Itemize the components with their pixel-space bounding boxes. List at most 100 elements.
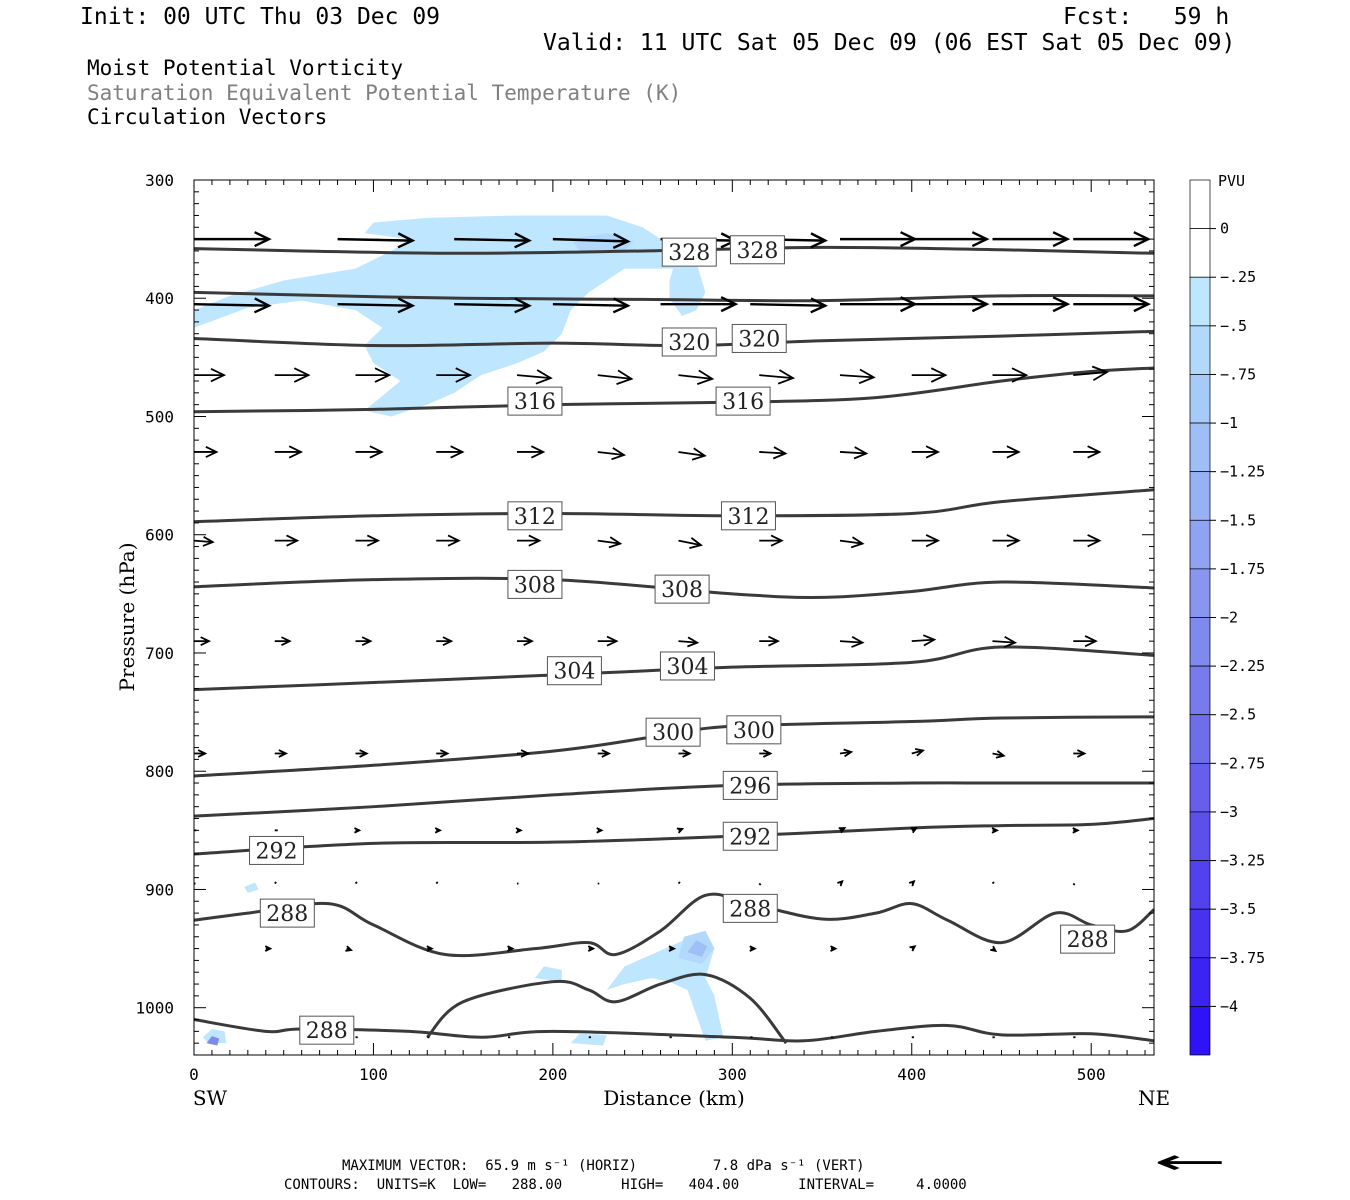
vector-head (908, 879, 916, 887)
vector-shaft (597, 374, 632, 380)
vector-head (587, 945, 596, 952)
vector-head (749, 945, 757, 952)
vector-shaft (597, 539, 621, 545)
colorbar-swatch (1189, 471, 1211, 521)
vector-shaft (839, 539, 863, 545)
contour-label: 316 (514, 390, 556, 415)
vector-shaft (552, 302, 628, 307)
colorbar-label: −1.75 (1220, 560, 1265, 578)
contour-label-box (654, 574, 710, 604)
vector-head (925, 534, 941, 548)
colorbar-swatch (1189, 519, 1211, 570)
colorbar-swatch (1189, 228, 1211, 278)
vector-shaft (435, 881, 439, 885)
x-axis-label: Distance (km) (603, 1086, 745, 1110)
valid-time: Valid: 11 UTC Sat 05 Dec 09 (06 EST Sat … (543, 30, 1236, 56)
vector-head (374, 367, 392, 383)
vector-shaft (678, 640, 698, 644)
colorbar-swatch (1189, 422, 1211, 473)
pv-region-6 (244, 882, 259, 894)
vector-head (1072, 827, 1080, 834)
axes: 0 100 200 300 400 500 300 400 500 600 700 800 900 100… (135, 171, 1155, 1084)
vector-head (995, 750, 1006, 759)
contour-label: 288 (266, 902, 308, 927)
vector-head (770, 534, 784, 547)
contour-label: 288 (1067, 928, 1109, 953)
contour-label: 288 (306, 1019, 348, 1044)
contour-label: 320 (738, 327, 780, 352)
vector-head (768, 635, 781, 647)
contour-label: 292 (256, 839, 298, 864)
pv-region-10 (206, 1036, 220, 1046)
title-theta-es: Saturation Equivalent Potential Temperat… (87, 81, 682, 105)
contours-note: CONTOURS: UNITS=K LOW= 288.00 HIGH= 404.… (284, 1177, 967, 1193)
contour-label: 328 (736, 239, 778, 264)
vector-head (1084, 635, 1098, 648)
vector-head (991, 827, 1000, 834)
contour-label: 304 (666, 655, 708, 680)
vector-head (616, 369, 634, 385)
contour-label: 300 (733, 719, 775, 744)
vector-head (397, 232, 416, 249)
vector-head (515, 827, 523, 834)
vector-head (596, 827, 604, 834)
vector-shaft (839, 374, 874, 379)
colorbar-label: −1.5 (1220, 511, 1256, 529)
vector-shaft (337, 302, 413, 307)
vector-head (397, 297, 416, 314)
contour-label-box (731, 323, 787, 353)
vector-head (523, 636, 535, 646)
pv-region-0 (194, 215, 679, 417)
colorbar-swatch (1189, 325, 1211, 375)
vector-head (514, 297, 532, 314)
vector-head (254, 231, 272, 248)
contour-label-box (726, 715, 782, 745)
colorbar-label: −3.25 (1220, 852, 1265, 870)
vector-shaft (750, 302, 826, 307)
colorbar-swatch (1189, 860, 1211, 910)
vector-head (286, 534, 300, 547)
vector-head (1011, 367, 1029, 383)
vector-shaft (839, 640, 863, 644)
vector-head (837, 879, 844, 887)
vector-head (450, 445, 465, 459)
y-tick-label: 600 (145, 526, 174, 545)
pv-region-4 (202, 1028, 227, 1044)
vector-head (1052, 296, 1071, 313)
vector-head (507, 945, 515, 952)
vector-head (361, 636, 373, 646)
contour-labels: 328 328 320 320 316 316 312 312 308 308 304 304 300 3… (249, 235, 1116, 1045)
vector-shaft (678, 451, 705, 457)
init-time: Init: 00 UTC Thu 03 Dec 09 (80, 4, 441, 30)
forecast-hour: Fcst: 59 h (1063, 4, 1230, 30)
contour-label: 312 (727, 505, 769, 530)
vector-head (1133, 296, 1152, 313)
contour-label: 308 (661, 578, 703, 603)
vector-head (762, 749, 773, 758)
y-tick-label: 300 (145, 171, 174, 190)
colorbar-label: −.25 (1220, 268, 1256, 286)
vector-head (838, 827, 847, 834)
colorbar-swatch (1189, 714, 1211, 764)
vector-shaft (758, 882, 762, 886)
vector-head (202, 536, 215, 547)
vector-head (197, 749, 208, 758)
vector-head (293, 367, 311, 383)
contour-label: 304 (553, 660, 595, 685)
contour-label-box (659, 651, 715, 681)
contour-label-box (259, 898, 315, 928)
colorbar-label: −4 (1220, 997, 1238, 1015)
contour-label-box (722, 770, 778, 800)
contour-label: 300 (652, 721, 694, 746)
vector-head (971, 231, 990, 248)
vector-head (1076, 749, 1087, 758)
vector-head (772, 446, 788, 460)
vector-head (810, 232, 829, 249)
colorbar: 0 −.25 −.5 −.75 −1 −1.25 −1.5 −1.75 −2 −2.25 −2.5 −… (1189, 179, 1265, 1056)
contour-label: 288 (729, 897, 771, 922)
vector-head (366, 534, 381, 547)
vector-shaft (677, 881, 681, 885)
colorbar-label: −.5 (1220, 317, 1247, 335)
contour-label-box (249, 835, 305, 865)
